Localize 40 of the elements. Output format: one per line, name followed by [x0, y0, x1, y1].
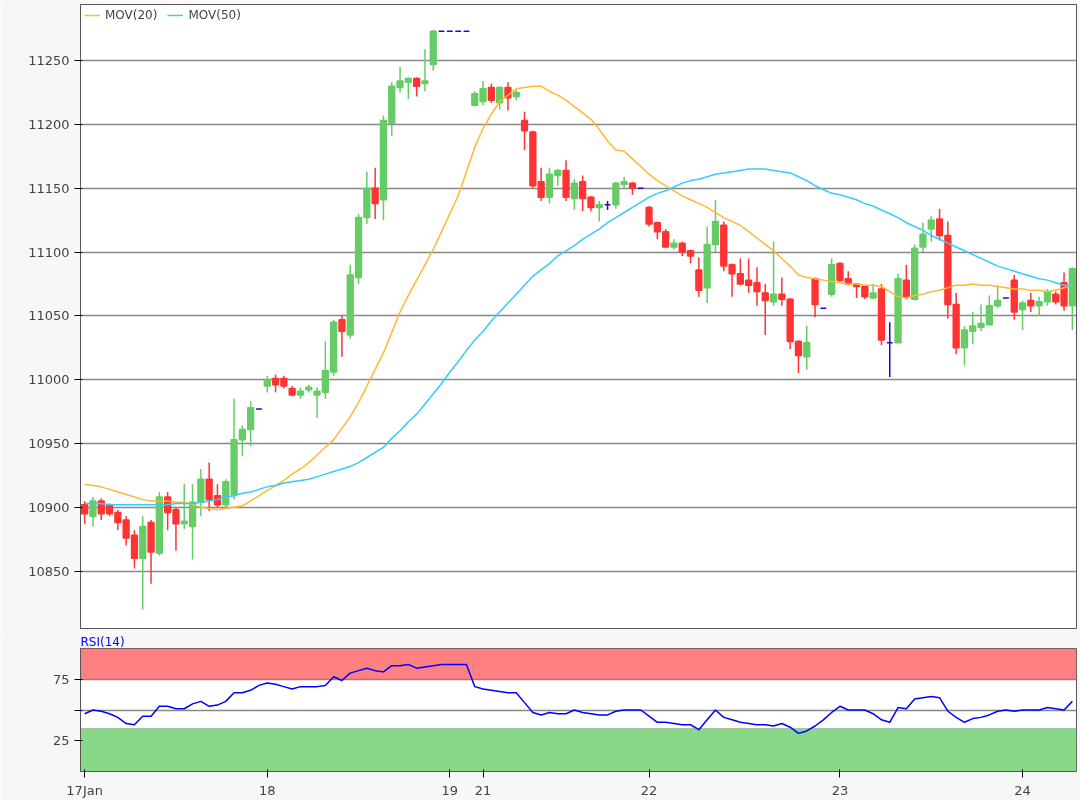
- candlestick: [803, 325, 811, 371]
- candlestick: [695, 256, 703, 298]
- candlestick: [487, 82, 496, 104]
- y-tick-label: 10900: [28, 499, 70, 515]
- x-tick-label: 24: [1014, 782, 1031, 798]
- y-tick-label: 75: [52, 671, 70, 687]
- candlestick: [338, 315, 346, 358]
- candlestick: [1027, 292, 1035, 313]
- x-tick-label: 17Jan: [66, 782, 103, 798]
- legend-label: MOV(20): [105, 8, 158, 22]
- candlestick: [520, 110, 529, 151]
- line-series: [83, 663, 1074, 735]
- chart-title: RSI(14): [80, 634, 125, 649]
- y-tick-label: 25: [52, 733, 70, 749]
- x-tick-label: 19: [441, 782, 459, 798]
- candlestick: [769, 241, 778, 307]
- candlestick: [371, 167, 379, 220]
- candlestick: [81, 500, 89, 525]
- candlestick: [595, 200, 603, 223]
- x-tick-label: 22: [640, 782, 658, 798]
- candlestick: [927, 215, 935, 243]
- y-tick-label: 10950: [28, 435, 70, 451]
- candlestick: [412, 76, 421, 98]
- y-tick-label: 11150: [28, 180, 70, 196]
- y-tick-label: 11100: [28, 244, 70, 260]
- y-tick-label: 10850: [28, 563, 70, 579]
- candlestick: [421, 48, 429, 93]
- candlestick: [761, 283, 769, 336]
- candlestick: [1018, 299, 1027, 331]
- y-tick-label: 11050: [28, 308, 70, 324]
- candlestick: [570, 178, 579, 211]
- candlestick: [919, 221, 927, 253]
- y-tick-label: 11000: [28, 372, 70, 388]
- x-tick-label: 18: [258, 782, 276, 798]
- x-tick-label: 21: [474, 782, 492, 798]
- legend-label: MOV(50): [188, 8, 241, 22]
- candlestick: [89, 496, 97, 528]
- y-tick-label: 11200: [28, 116, 70, 132]
- x-tick-label: 23: [831, 782, 849, 798]
- y-tick-label: 11250: [28, 53, 70, 69]
